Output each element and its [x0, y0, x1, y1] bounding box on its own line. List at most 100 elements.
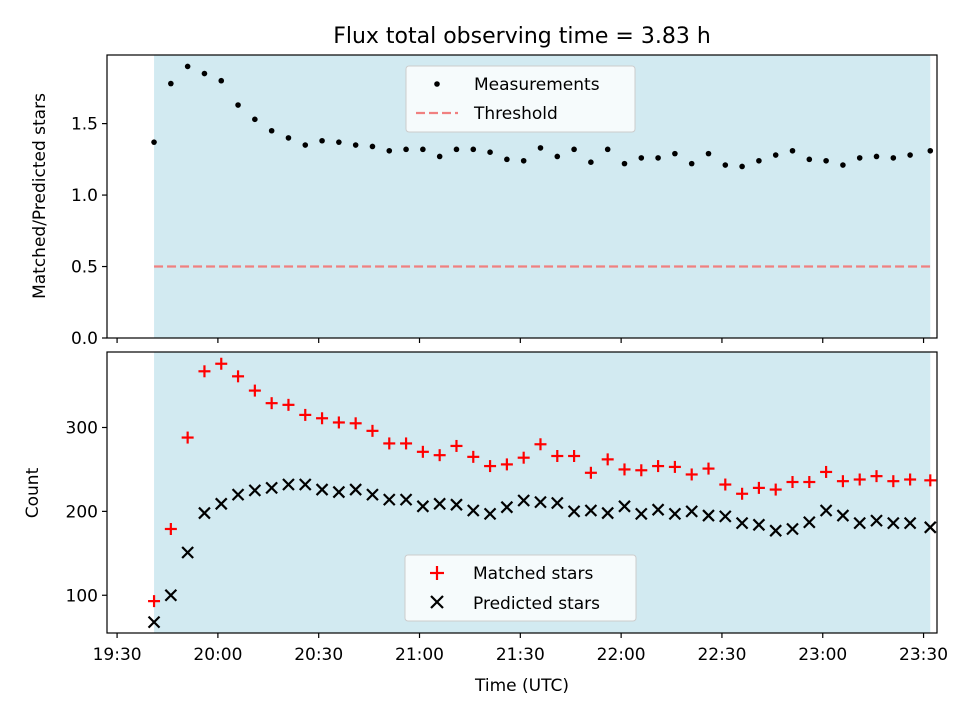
bottom-axes-frame	[106, 351, 938, 634]
top-legend: Measurements Threshold	[405, 65, 636, 133]
matched-star-point	[736, 487, 749, 500]
matched-star-point	[248, 384, 261, 397]
predicted-star-point	[181, 546, 194, 559]
predicted-star-point	[366, 488, 379, 501]
measurement-point	[369, 143, 376, 150]
measurement-point	[927, 147, 934, 154]
legend-label-measurements: Measurements	[474, 75, 600, 95]
measurement-point	[772, 152, 779, 158]
measurement-point	[739, 163, 745, 170]
top-y-tick-label: 0.0	[71, 329, 98, 349]
matched-star-point	[265, 397, 278, 410]
top-points	[151, 63, 934, 170]
matched-star-point	[584, 466, 597, 479]
matched-star-point	[164, 522, 177, 535]
predicted-star-point	[584, 504, 598, 517]
predicted-star-point	[668, 507, 682, 521]
predicted-star-point	[803, 515, 816, 529]
matched-star-point	[484, 460, 497, 473]
measurement-point	[487, 149, 493, 155]
matched-star-point	[601, 453, 614, 466]
predicted-star-point	[349, 483, 362, 496]
predicted-star-point	[551, 496, 564, 510]
bottom-y-ticks: 100 200 300	[66, 418, 107, 606]
predicted-star-point	[248, 484, 262, 497]
top-y-ticks: 0.0 0.5 1.0 1.5	[71, 115, 107, 349]
bottom-x-tick-label: 20:00	[193, 645, 242, 665]
predicted-star-point	[567, 505, 581, 518]
predicted-star-point	[265, 481, 278, 495]
matched-star-point	[534, 438, 547, 451]
figure-title: Flux total observing time = 3.83 h	[333, 24, 711, 49]
bottom-y-tick-label: 300	[66, 418, 98, 438]
measurement-point	[907, 152, 913, 158]
predicted-star-point	[903, 516, 917, 530]
matched-star-point	[467, 450, 480, 463]
predicted-star-point	[786, 522, 799, 536]
bottom-y-tick-label: 100	[66, 586, 98, 606]
predicted-star-point	[635, 507, 648, 521]
matched-star-point	[316, 412, 329, 425]
predicted-star-point	[819, 504, 833, 517]
matched-star-point	[887, 475, 900, 488]
predicted-star-point	[702, 509, 715, 522]
legend-label-matched: Matched stars	[473, 564, 593, 584]
top-y-tick-label: 1.5	[71, 115, 98, 135]
bottom-x-tick-label: 21:00	[395, 645, 444, 665]
top-y-tick-label: 1.0	[71, 186, 98, 206]
predicted-star-point	[231, 488, 245, 501]
predicted-star-point	[534, 495, 547, 509]
matched-star-point	[500, 458, 513, 471]
measurement-point	[268, 127, 275, 134]
measurement-point	[890, 155, 897, 161]
measurement-point	[688, 160, 695, 167]
top-axes-frame	[106, 54, 938, 339]
measurement-point	[218, 77, 225, 84]
matched-star-point	[685, 468, 698, 481]
matched-star-point	[853, 473, 866, 486]
measurement-point	[856, 155, 863, 161]
measurement-point	[201, 70, 208, 77]
measurement-point	[722, 162, 729, 168]
bottom-x-tick-label: 20:30	[294, 645, 343, 665]
measurement-point	[588, 159, 594, 165]
top-x-ticks	[116, 338, 925, 343]
matched-star-point	[618, 463, 631, 476]
matched-star-point	[450, 439, 463, 452]
predicted-star-point	[887, 516, 900, 530]
predicted-star-point	[382, 493, 396, 506]
matched-star-point	[904, 473, 917, 486]
legend-marker-matched	[430, 566, 444, 580]
matched-star-point	[282, 398, 295, 411]
measurement-point	[873, 153, 880, 160]
matched-star-point	[719, 478, 732, 491]
matched-star-point	[148, 595, 161, 608]
predicted-star-point	[332, 485, 346, 499]
measurement-point	[604, 146, 611, 153]
matched-star-point	[332, 416, 345, 429]
measurement-point	[789, 147, 796, 154]
bottom-x-tick-label: 22:30	[697, 645, 746, 665]
predicted-star-point	[618, 500, 631, 513]
matched-star-point	[400, 437, 413, 450]
predicted-star-point	[399, 493, 413, 506]
measurement-point	[151, 139, 157, 145]
top-y-axis-label: Matched/Predicted stars	[30, 93, 50, 299]
matched-star-point	[635, 464, 648, 477]
measurement-point	[403, 146, 409, 153]
predicted-star-point	[466, 504, 480, 517]
bottom-y-tick-label: 200	[66, 502, 98, 522]
predicted-star-point	[601, 506, 614, 520]
matched-star-point	[786, 476, 799, 489]
measurement-point	[386, 147, 393, 154]
predicted-star-point	[416, 500, 430, 513]
matched-star-point	[551, 450, 564, 463]
matched-star-point	[820, 465, 833, 478]
matched-star-point	[517, 451, 530, 464]
matched-star-point	[232, 370, 245, 383]
bottom-x-tick-label: 23:00	[798, 645, 847, 665]
predicted-star-point	[853, 516, 866, 530]
matched-star-point	[924, 474, 937, 487]
predicted-star-point	[769, 524, 782, 537]
predicted-star-point	[836, 509, 850, 522]
